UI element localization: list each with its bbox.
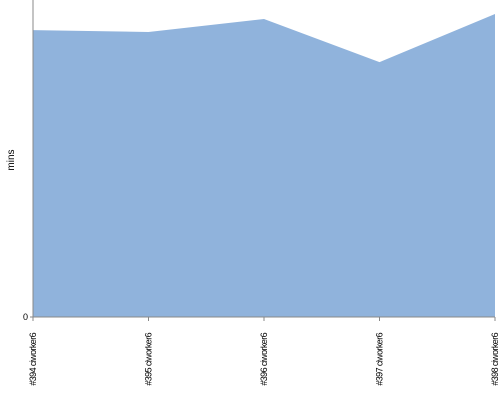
x-tick-label: #394 ciworker6	[28, 332, 38, 385]
y-axis-label: mins	[6, 149, 17, 170]
x-tick-label: #397 ciworker6	[375, 332, 385, 385]
x-tick-label: #395 ciworker6	[144, 332, 154, 385]
y-tick-label: 0	[23, 312, 28, 322]
x-tick-label: #396 ciworker6	[259, 332, 269, 385]
area	[33, 13, 495, 318]
x-tick-label: #398 ciworker6	[490, 332, 500, 385]
